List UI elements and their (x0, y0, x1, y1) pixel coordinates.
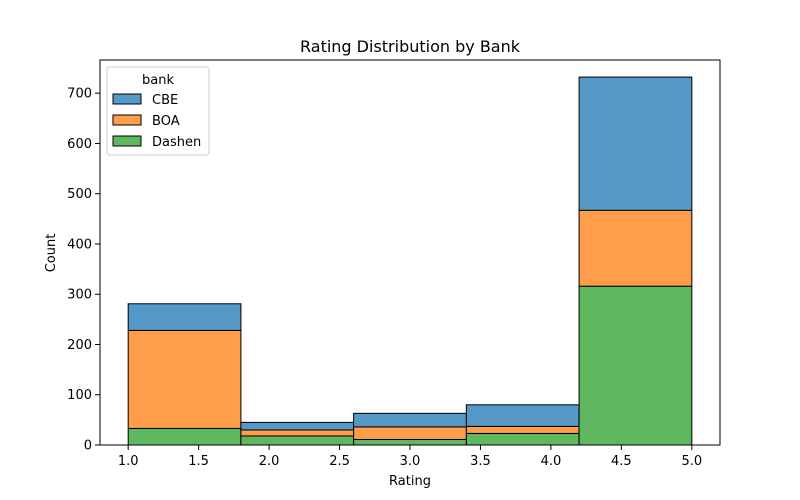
x-tick-label: 4.5 (611, 454, 632, 469)
x-tick-label: 1.5 (188, 454, 209, 469)
x-tick-label: 2.5 (329, 454, 350, 469)
x-axis-ticks: 1.0 1.5 2.0 2.5 3.0 3.5 4.0 4.5 5.0 (118, 445, 702, 469)
bar-cbe-1 (127, 303, 242, 331)
y-tick-label: 0 (84, 439, 92, 454)
bar-cbe-2 (240, 421, 355, 431)
y-tick-label: 300 (67, 288, 92, 303)
bar-cbe-3 (353, 412, 467, 428)
legend-title: bank (142, 73, 174, 88)
bar-boa-1 (127, 329, 242, 429)
y-tick-label: 700 (67, 87, 92, 102)
bar-boa-5 (578, 209, 693, 287)
bar-dashen-4 (465, 432, 580, 446)
legend-swatch-cbe (112, 93, 142, 105)
x-tick-label: 2.0 (259, 454, 280, 469)
y-axis-label: Count (44, 234, 59, 273)
y-tick-label: 100 (67, 388, 92, 403)
y-tick-label: 600 (67, 137, 92, 152)
legend: bank CBE BOA Dashen (106, 66, 210, 156)
legend-label-boa: BOA (152, 114, 180, 129)
legend-frame (106, 66, 210, 156)
bar-cbe-5 (578, 76, 693, 211)
bar-dashen-3 (353, 438, 467, 446)
x-tick-label: 5.0 (681, 454, 702, 469)
legend-swatch-boa (112, 114, 142, 126)
x-tick-label: 1.0 (118, 454, 139, 469)
bar-dashen-5 (578, 285, 693, 446)
bars-layer (127, 76, 693, 446)
y-tick-label: 500 (67, 187, 92, 202)
bar-dashen-1 (127, 427, 242, 446)
bar-boa-3 (353, 426, 467, 440)
x-axis-label: Rating (389, 474, 431, 489)
bar-dashen-2 (240, 435, 355, 446)
y-tick-label: 400 (67, 237, 92, 252)
bar-boa-4 (465, 425, 580, 434)
y-axis-ticks: 0 100 200 300 400 500 600 700 (67, 87, 100, 454)
x-tick-label: 3.0 (400, 454, 421, 469)
x-tick-label: 4.0 (541, 454, 562, 469)
bar-cbe-4 (465, 404, 580, 427)
legend-label-dashen: Dashen (152, 135, 201, 150)
legend-swatch-dashen (112, 135, 142, 147)
legend-label-cbe: CBE (152, 93, 178, 108)
chart-title: Rating Distribution by Bank (300, 37, 521, 56)
x-tick-label: 3.5 (470, 454, 491, 469)
y-tick-label: 200 (67, 338, 92, 353)
bar-boa-2 (240, 429, 355, 437)
